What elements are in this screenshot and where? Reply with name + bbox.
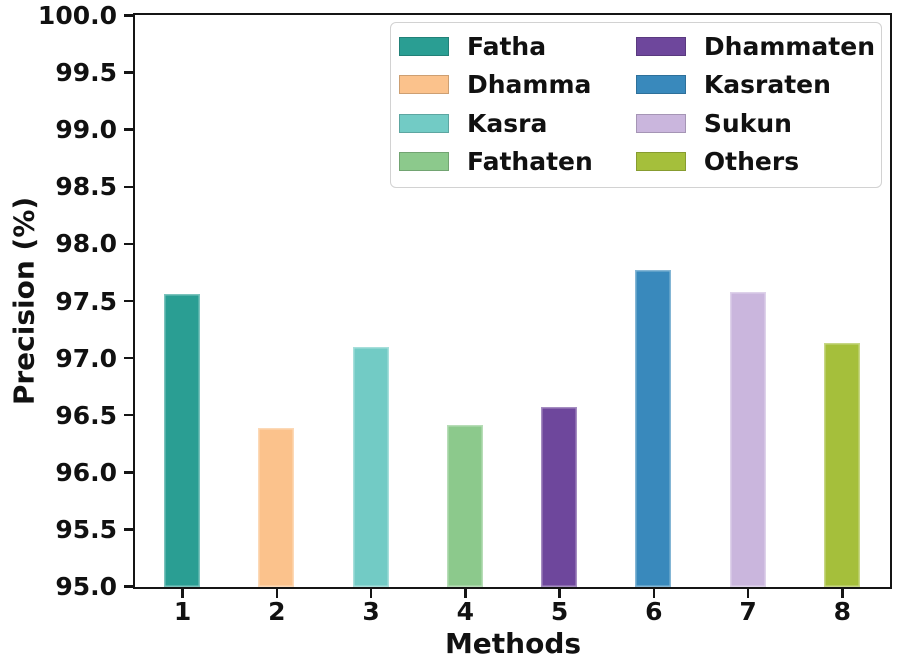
y-tick-label: 96.5 (55, 400, 117, 430)
y-tick-label: 97.5 (55, 286, 117, 316)
y-tick-mark (124, 356, 133, 360)
legend-swatch-icon (635, 151, 686, 171)
y-tick-mark (124, 242, 133, 246)
x-tick-mark (841, 589, 844, 598)
x-tick-mark (558, 589, 561, 598)
legend-item-kasraten: Kasraten (635, 70, 875, 100)
x-tick-label: 2 (268, 597, 286, 626)
y-tick-label: 99.0 (55, 115, 117, 145)
legend-swatch-icon (399, 75, 449, 95)
legend-item-fatha: Fatha (399, 34, 636, 59)
x-tick-label: 1 (173, 597, 192, 626)
y-tick-mark (124, 585, 133, 588)
legend-label: Sukun (703, 108, 792, 138)
bar-dhammaten (541, 406, 578, 587)
legend-swatch-icon (399, 37, 449, 56)
x-tick-mark (369, 589, 373, 598)
legend-label: Fathaten (467, 146, 593, 176)
legend-label: Dhammaten (703, 32, 875, 61)
x-tick-mark (181, 589, 184, 598)
legend-item-dhammaten: Dhammaten (635, 32, 875, 61)
y-tick-label: 98.5 (55, 172, 117, 202)
y-tick-mark (124, 413, 133, 417)
bar-fathaten (446, 424, 483, 587)
x-tick-label: 5 (550, 597, 569, 626)
x-tick-mark (746, 589, 750, 598)
y-tick-mark (124, 471, 133, 474)
y-tick-label: 99.5 (55, 58, 117, 88)
y-tick-mark (124, 299, 133, 303)
legend-item-fathaten: Fathaten (399, 149, 636, 174)
legend-swatch-icon (635, 113, 686, 133)
legend-item-sukun: Sukun (635, 108, 875, 138)
bar-dhamma (258, 428, 295, 587)
legend-item-kasra: Kasra (399, 111, 636, 136)
legend-swatch-icon (399, 151, 449, 171)
x-tick-label: 8 (833, 597, 852, 626)
bar-fatha (164, 293, 201, 587)
legend-label: Dhamma (467, 70, 592, 100)
y-tick-mark (124, 14, 133, 17)
legend-label: Kasraten (703, 70, 831, 100)
y-tick-label: 98.0 (55, 229, 117, 259)
legend-swatch-icon (635, 37, 686, 56)
legend-swatch-icon (635, 75, 686, 95)
x-axis-label: Methods (444, 627, 582, 657)
y-tick-label: 97.0 (55, 343, 117, 373)
y-tick-label: 100.0 (37, 1, 117, 30)
x-tick-mark (275, 589, 279, 598)
y-tick-mark (124, 128, 133, 131)
bar-sukun (729, 292, 766, 587)
x-tick-mark (652, 589, 656, 598)
y-tick-mark (124, 71, 133, 74)
x-tick-label: 6 (645, 597, 663, 626)
legend-label: Others (703, 146, 800, 176)
x-tick-label: 3 (362, 597, 380, 626)
legend: Fatha Dhamma Kasra Fathaten Dhammaten Kasrate… (390, 22, 882, 188)
x-tick-label: 7 (739, 597, 757, 626)
legend-swatch-icon (399, 113, 449, 133)
y-tick-label: 96.0 (55, 457, 117, 487)
bar-others (823, 342, 860, 587)
y-tick-label: 95.5 (55, 514, 117, 544)
y-tick-mark (124, 185, 133, 189)
legend-column: Dhammaten Kasraten Sukun Others (635, 32, 875, 176)
y-tick-mark (124, 528, 133, 531)
bar-kasraten (635, 269, 672, 587)
y-tick-label: 95.0 (55, 572, 117, 601)
legend-label: Fatha (467, 32, 547, 61)
bar-kasra (352, 347, 389, 587)
legend-item-dhamma: Dhamma (399, 72, 636, 97)
legend-label: Kasra (467, 108, 548, 138)
legend-item-others: Others (635, 146, 875, 176)
x-tick-label: 4 (456, 597, 475, 626)
x-tick-mark (464, 589, 467, 598)
legend-column: Fatha Dhamma Kasra Fathaten (399, 34, 636, 174)
